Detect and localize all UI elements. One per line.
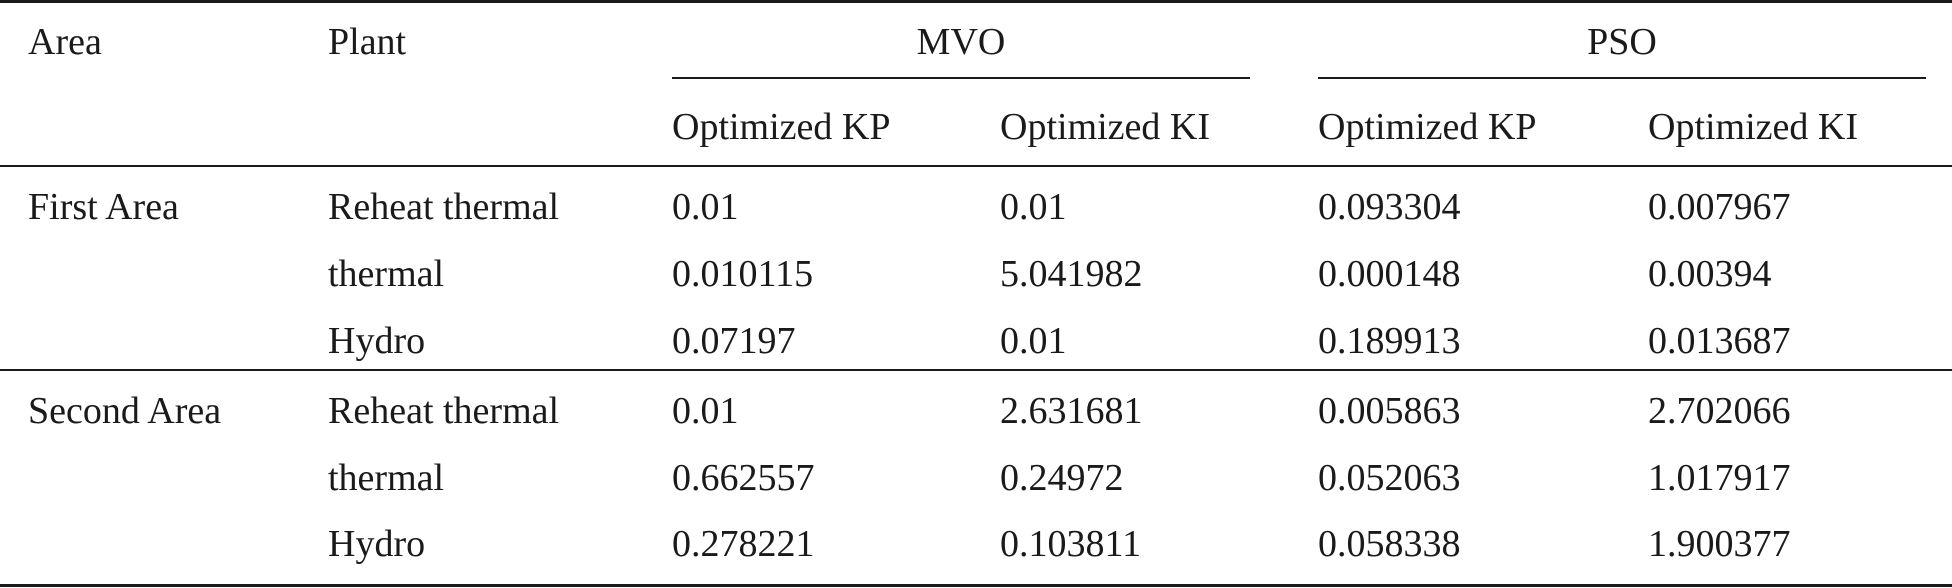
cell-mvo-ki: 0.103811: [1000, 523, 1142, 565]
cell-mvo-kp: 0.01: [672, 186, 739, 228]
cell-mvo-ki: 5.041982: [1000, 253, 1143, 295]
pso-group-rule: [1318, 77, 1926, 79]
cell-pso-kp: 0.093304: [1318, 186, 1461, 228]
cell-pso-kp: 0.189913: [1318, 320, 1461, 362]
row-plant: thermal: [328, 253, 445, 295]
cell-mvo-kp: 0.278221: [672, 523, 815, 565]
subheader-pso-ki: Optimized KI: [1648, 106, 1859, 148]
cell-mvo-ki: 0.24972: [1000, 457, 1124, 499]
cell-mvo-kp: 0.010115: [672, 253, 814, 295]
row-plant: Hydro: [328, 320, 426, 362]
cell-mvo-ki: 0.01: [1000, 186, 1067, 228]
cell-pso-kp: 0.000148: [1318, 253, 1461, 295]
top-rule: [0, 0, 1952, 3]
area-divider-rule: [0, 369, 1952, 371]
row-plant: Reheat thermal: [328, 186, 560, 228]
cell-pso-ki: 0.00394: [1648, 253, 1772, 295]
mvo-group-rule: [672, 77, 1250, 79]
header-rule: [0, 165, 1952, 167]
row-plant: thermal: [328, 457, 445, 499]
bottom-rule: [0, 584, 1952, 587]
subheader-mvo-ki: Optimized KI: [1000, 106, 1211, 148]
cell-pso-ki: 1.900377: [1648, 523, 1791, 565]
row-area: Second Area: [28, 390, 222, 432]
header-area: Area: [28, 21, 102, 63]
header-group-mvo: MVO: [916, 21, 1006, 63]
subheader-pso-kp: Optimized KP: [1318, 106, 1537, 148]
cell-mvo-kp: 0.07197: [672, 320, 796, 362]
cell-pso-ki: 0.007967: [1648, 186, 1791, 228]
cell-pso-kp: 0.058338: [1318, 523, 1461, 565]
header-group-pso: PSO: [1587, 21, 1657, 63]
row-plant: Reheat thermal: [328, 390, 560, 432]
cell-mvo-ki: 2.631681: [1000, 390, 1143, 432]
cell-pso-ki: 1.017917: [1648, 457, 1791, 499]
subheader-mvo-kp: Optimized KP: [672, 106, 891, 148]
cell-mvo-ki: 0.01: [1000, 320, 1067, 362]
cell-pso-kp: 0.052063: [1318, 457, 1461, 499]
row-plant: Hydro: [328, 523, 426, 565]
row-area: First Area: [28, 186, 179, 228]
cell-pso-ki: 2.702066: [1648, 390, 1791, 432]
header-plant: Plant: [328, 21, 407, 63]
cell-pso-ki: 0.013687: [1648, 320, 1791, 362]
cell-mvo-kp: 0.662557: [672, 457, 815, 499]
cell-pso-kp: 0.005863: [1318, 390, 1461, 432]
cell-mvo-kp: 0.01: [672, 390, 739, 432]
